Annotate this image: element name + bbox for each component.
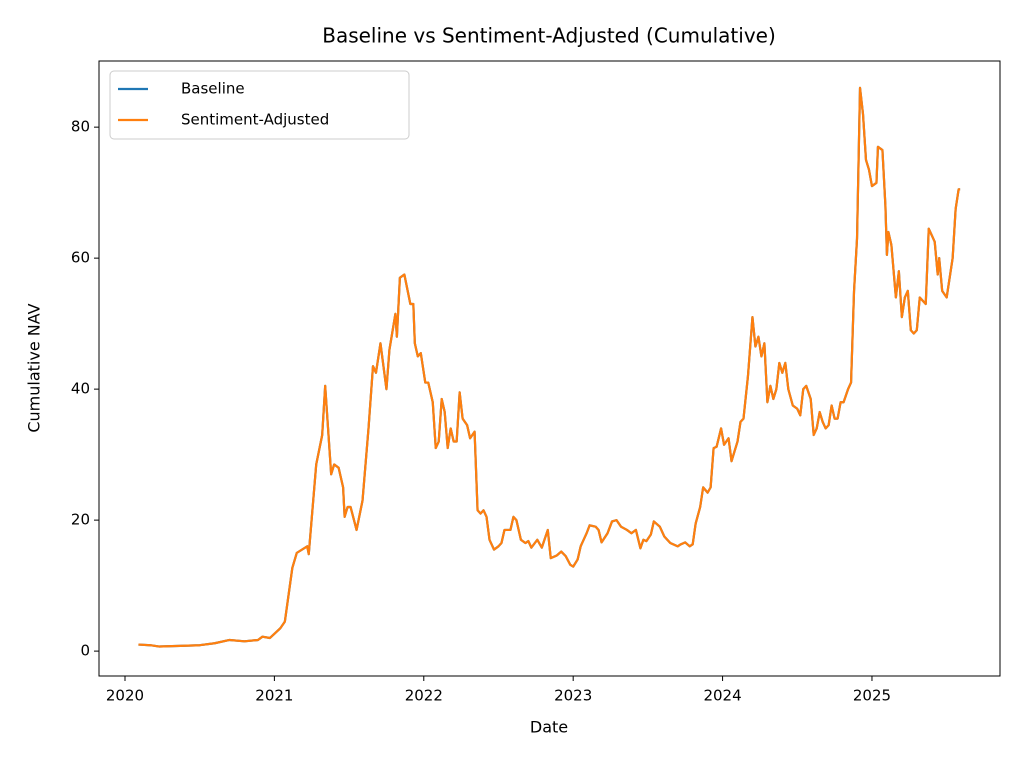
line-series: [138, 86, 961, 648]
y-tick-label: 40: [71, 380, 90, 398]
legend-label: Baseline: [181, 80, 245, 98]
y-axis-label: Cumulative NAV: [25, 303, 44, 432]
x-tick-label: 2020: [106, 687, 144, 705]
x-tick-label: 2025: [853, 687, 891, 705]
y-tick-label: 60: [71, 249, 90, 267]
x-tick-label: 2024: [703, 687, 741, 705]
x-tick-label: 2022: [405, 687, 443, 705]
chart-title: Baseline vs Sentiment-Adjusted (Cumulati…: [322, 24, 776, 48]
legend-label: Sentiment-Adjusted: [181, 111, 329, 129]
y-tick-label: 80: [71, 118, 90, 136]
y-tick-label: 0: [80, 642, 90, 660]
x-axis-label: Date: [530, 718, 568, 737]
plot-frame: [98, 60, 1001, 677]
x-tick-label: 2021: [255, 687, 293, 705]
line-series: [138, 86, 961, 648]
x-tick-label: 2023: [554, 687, 592, 705]
y-tick-label: 20: [71, 511, 90, 529]
legend-box: [109, 70, 410, 140]
